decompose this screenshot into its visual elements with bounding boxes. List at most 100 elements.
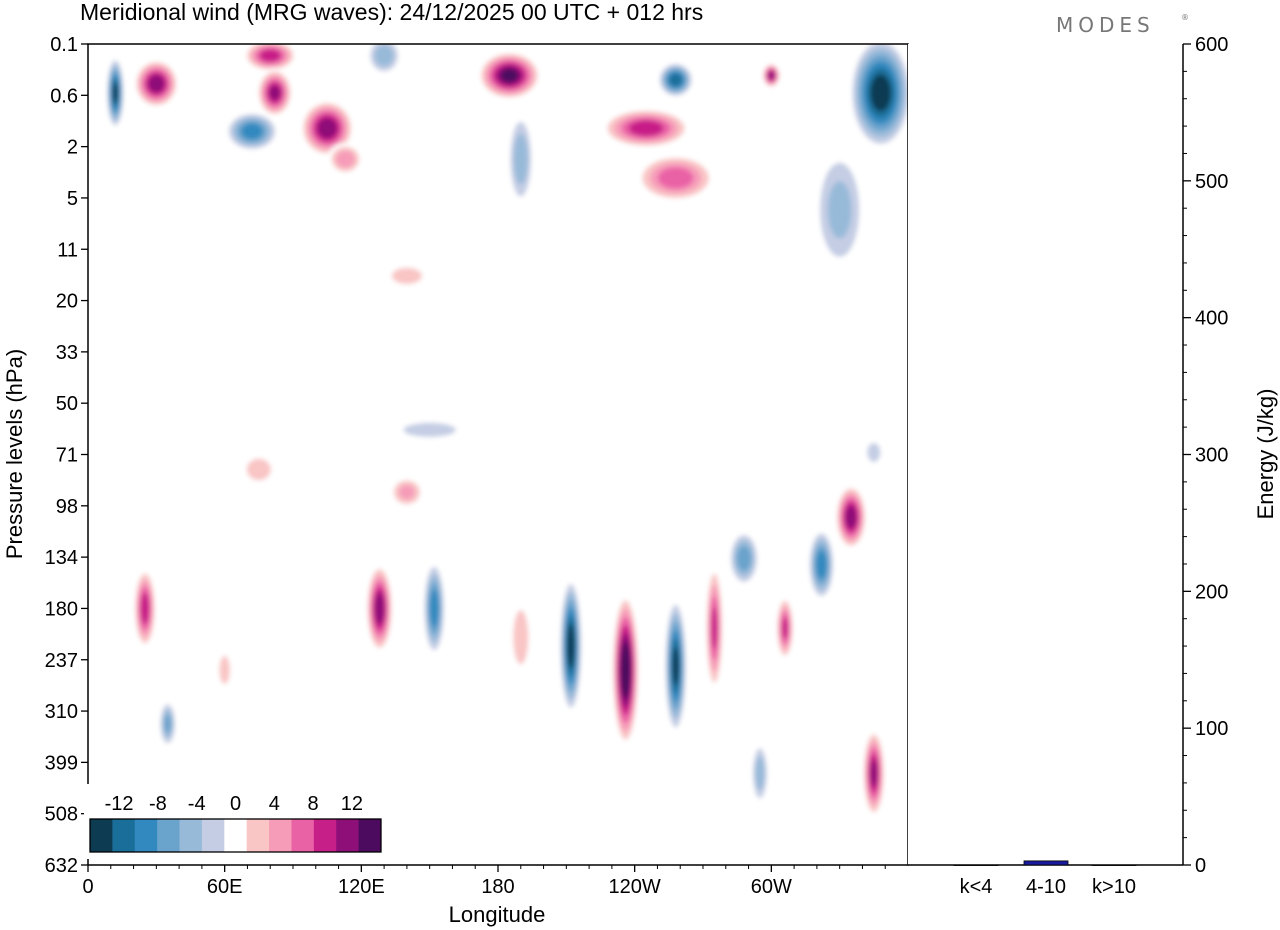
wind-anomaly	[775, 595, 795, 661]
contour-band	[513, 133, 528, 185]
energy-y-axis: 0 100 200 300 400 500 600	[1183, 34, 1228, 877]
wind-anomaly	[559, 576, 583, 716]
energy-bar	[953, 864, 999, 866]
y-axis: 0.1 0.6 2 5 11 20 33 50 71 98 134 180 237 310 399 508 63…	[45, 34, 88, 877]
x-tick-label: 180	[481, 876, 514, 898]
energy-tick-label: 400	[1195, 308, 1228, 330]
colorbar-label: -12	[105, 793, 134, 815]
wind-anomaly	[106, 55, 125, 130]
y-tick-label: 237	[45, 650, 78, 672]
contour-band	[269, 85, 281, 101]
colorbar: -12 -8 -4 0 4 8 12	[84, 784, 385, 859]
energy-panel-background	[908, 44, 1183, 865]
wind-anomaly	[327, 142, 364, 176]
wind-anomaly	[256, 68, 293, 118]
chart-title: Meridional wind (MRG waves): 24/12/2025 …	[80, 0, 703, 25]
y-tick-label: 5	[67, 188, 78, 210]
wind-anomaly	[634, 153, 717, 203]
colorbar-swatch	[291, 819, 315, 852]
x-tick-label: 60E	[207, 876, 243, 898]
contour-band	[513, 610, 529, 665]
contour-band	[867, 442, 881, 462]
y-tick-label: 50	[56, 393, 78, 415]
contour-band	[112, 82, 118, 103]
contour-band	[845, 505, 857, 529]
contour-band	[768, 71, 775, 80]
wind-anomaly	[422, 559, 446, 658]
brand-registered-icon: ®	[1181, 13, 1189, 22]
contour-band	[246, 458, 271, 481]
contour-band	[628, 120, 664, 137]
wind-anomaly	[664, 596, 688, 736]
y-tick-label: 98	[56, 496, 78, 518]
wind-anomaly	[224, 110, 280, 152]
contour-band	[258, 727, 282, 778]
contour-band	[374, 45, 394, 67]
contour-band	[374, 592, 385, 625]
colorbar-swatch	[313, 819, 337, 852]
wind-anomaly	[240, 453, 278, 486]
energy-tick-label: 0	[1195, 855, 1206, 877]
contour-band	[711, 607, 718, 650]
y-tick-label: 180	[45, 598, 78, 620]
energy-category-label: k>10	[1092, 876, 1136, 898]
colorbar-swatch	[224, 819, 248, 852]
x-axis: 0 60E 120E 180 120W 60W	[82, 865, 886, 898]
colorbar-label: 4	[269, 793, 280, 815]
wind-anomaly	[388, 475, 426, 509]
wind-anomaly	[812, 144, 868, 276]
colorbar-swatch	[134, 819, 158, 852]
energy-bar	[1023, 860, 1069, 866]
wind-anomaly	[242, 44, 298, 73]
contour-band	[657, 167, 694, 189]
energy-x-axis: k<4 4-10 k>10	[960, 876, 1136, 898]
wind-field-layer	[106, 44, 908, 819]
y-tick-label: 0.1	[50, 34, 78, 56]
y-tick-label: 2	[67, 137, 78, 159]
contour-band	[259, 49, 281, 62]
wind-anomaly	[384, 263, 430, 289]
contour-band	[429, 589, 439, 628]
colorbar-swatch	[358, 819, 382, 852]
energy-category-label: 4-10	[1026, 876, 1066, 898]
y-tick-label: 310	[45, 701, 78, 723]
wind-anomaly	[509, 596, 533, 679]
contour-band	[241, 123, 263, 140]
y-tick-label: 134	[45, 547, 78, 569]
contour-band	[500, 68, 519, 83]
wind-anomaly	[705, 562, 724, 694]
x-tick-label: 60W	[751, 876, 792, 898]
colorbar-frame	[89, 818, 382, 853]
wind-anomaly	[762, 63, 781, 88]
contour-band	[164, 714, 172, 733]
colorbar-swatch	[336, 819, 360, 852]
contour-band	[672, 647, 679, 686]
wind-anomaly	[258, 727, 282, 778]
colorbar-swatch	[112, 819, 136, 852]
y-tick-label: 11	[57, 239, 78, 261]
wind-anomaly	[611, 591, 640, 748]
colorbar-label: 12	[341, 793, 363, 815]
y-tick-label: 508	[45, 804, 78, 826]
wind-anomaly	[133, 59, 180, 109]
contour-band	[398, 485, 415, 500]
energy-tick-label: 200	[1195, 581, 1228, 603]
contour-band	[669, 73, 682, 87]
wind-anomaly	[477, 50, 542, 101]
plot-background	[88, 44, 908, 865]
y-tick-label: 33	[56, 342, 78, 364]
wind-anomaly	[862, 728, 886, 819]
energy-bar	[1091, 864, 1137, 866]
contour-band	[140, 592, 150, 625]
colorbar-swatch	[179, 819, 203, 852]
contour-band	[403, 422, 456, 437]
wind-anomaly	[384, 417, 476, 443]
wind-anomaly	[750, 740, 770, 807]
energy-panel: 0 100 200 300 400 500 600 k<4 4-10 k>10 Energy (…	[908, 34, 1278, 898]
colorbar-swatch	[269, 819, 292, 852]
colorbar-label: 0	[230, 793, 241, 815]
colorbar-swatch	[246, 819, 270, 852]
colorbar-label: -4	[188, 793, 206, 815]
wind-anomaly	[299, 99, 355, 158]
energy-bars	[953, 860, 1137, 866]
